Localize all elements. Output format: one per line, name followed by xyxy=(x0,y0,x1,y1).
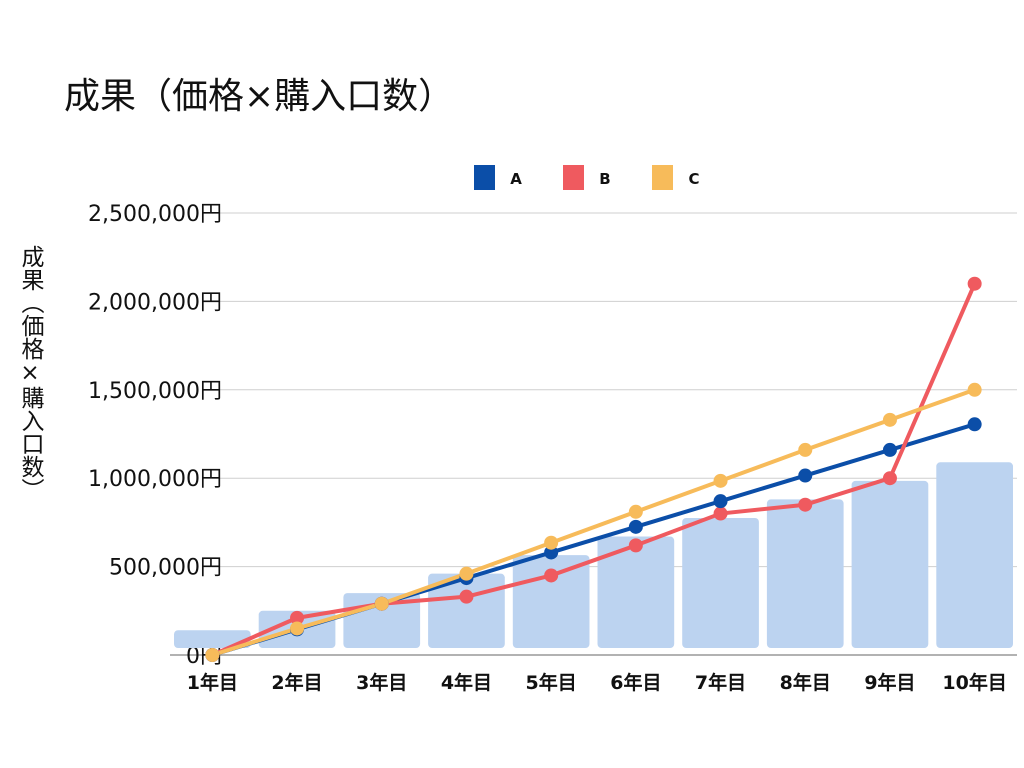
y-tick-label: 500,000円 xyxy=(109,556,222,581)
x-axis-ticks: 1年目 2年目 3年目 4年目 5年目 6年目 7年目 8年目 9年目 10年目 xyxy=(187,671,1007,694)
y-axis-ticks: 0円500,000円1,000,000円1,500,000円2,000,000円… xyxy=(88,202,222,669)
x-tick-label: 1年目 xyxy=(187,671,238,694)
data-point-B xyxy=(290,610,305,625)
x-tick-label: 2年目 xyxy=(271,671,322,694)
legend-swatch-B xyxy=(563,165,584,190)
data-point-C xyxy=(374,596,389,611)
y-tick-label: 2,500,000円 xyxy=(88,202,222,227)
background-bars xyxy=(174,462,1013,648)
data-point-A xyxy=(967,417,982,432)
y-tick-label: 1,000,000円 xyxy=(88,467,222,492)
data-point-B xyxy=(628,538,643,553)
data-point-C xyxy=(628,504,643,519)
data-point-C xyxy=(205,648,220,662)
bar xyxy=(766,499,844,648)
legend-swatch-A xyxy=(474,165,495,190)
data-point-B xyxy=(544,568,559,583)
data-point-A xyxy=(713,494,728,509)
data-point-C xyxy=(544,535,559,550)
data-point-C xyxy=(459,566,474,581)
x-tick-label: 7年目 xyxy=(695,671,746,694)
data-point-C xyxy=(967,382,982,397)
chart-title: 成果（価格×購入口数） xyxy=(64,76,454,117)
bar xyxy=(174,630,251,648)
data-point-A xyxy=(628,519,643,534)
series-line-C xyxy=(211,387,976,657)
gridlines xyxy=(170,212,1017,656)
data-point-B xyxy=(459,589,474,604)
bar xyxy=(851,480,929,648)
bar xyxy=(936,462,1013,648)
legend-label: C xyxy=(688,170,699,188)
y-axis-label: 成果（価格×購入口数） xyxy=(17,245,45,501)
data-point-C xyxy=(798,442,813,457)
x-tick-label: 8年目 xyxy=(780,671,831,694)
series-line-B xyxy=(211,282,977,657)
x-tick-label: 6年目 xyxy=(610,671,661,694)
series-lines xyxy=(205,276,982,662)
legend: A B C xyxy=(474,165,700,190)
data-point-A xyxy=(798,468,813,483)
data-point-C xyxy=(882,412,897,427)
x-tick-label: 5年目 xyxy=(526,671,577,694)
x-tick-label: 9年目 xyxy=(864,671,915,694)
data-point-B xyxy=(882,471,897,486)
y-tick-label: 1,500,000円 xyxy=(88,379,222,404)
x-tick-label: 4年目 xyxy=(441,671,492,694)
data-point-B xyxy=(967,276,982,291)
data-point-C xyxy=(713,473,728,488)
data-point-A xyxy=(544,545,559,560)
data-point-C xyxy=(290,621,305,636)
x-tick-label: 10年目 xyxy=(942,671,1006,694)
y-tick-label: 2,000,000円 xyxy=(88,290,222,315)
data-point-A xyxy=(882,442,897,457)
data-point-B xyxy=(798,497,813,512)
legend-label: A xyxy=(510,170,522,188)
legend-label: B xyxy=(599,170,610,188)
x-tick-label: 3年目 xyxy=(356,671,407,694)
legend-swatch-C xyxy=(652,165,673,190)
data-point-B xyxy=(713,506,728,521)
bar xyxy=(682,517,759,648)
bar xyxy=(597,536,675,648)
